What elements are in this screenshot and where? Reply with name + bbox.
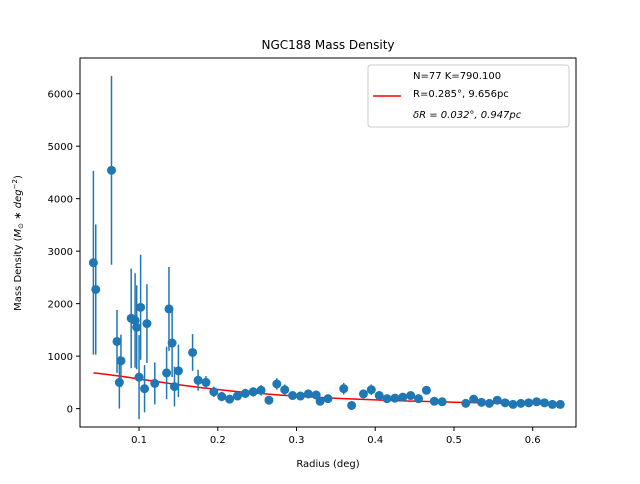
legend: N=77 K=790.100 R=0.285°, 9.656pc δR = 0.…	[367, 64, 570, 128]
x-tick-label: 0.6	[525, 435, 541, 446]
data-point	[484, 398, 494, 408]
data-point	[429, 396, 439, 406]
data-point	[106, 165, 116, 175]
data-point	[232, 391, 242, 401]
data-point	[264, 395, 274, 405]
data-point	[315, 396, 325, 406]
data-point	[516, 398, 526, 408]
data-point	[358, 389, 368, 399]
data-points-layer	[88, 75, 565, 420]
data-point	[164, 304, 174, 314]
x-axis: 0.1 0.2 0.3 0.4 0.5 0.6	[131, 427, 541, 446]
data-point	[272, 379, 282, 389]
data-point	[116, 356, 126, 366]
y-axis: 0 1000 2000 3000 4000 5000 6000	[48, 90, 80, 416]
y-tick-label: 3000	[48, 247, 73, 258]
legend-entry-radius-error: δR = 0.032°, 0.947pc	[413, 110, 522, 121]
data-point	[217, 392, 227, 402]
data-point	[280, 385, 290, 395]
data-point	[469, 394, 479, 404]
data-point	[134, 372, 144, 382]
data-point	[201, 377, 211, 387]
data-point	[248, 387, 258, 397]
data-point	[150, 378, 160, 388]
data-point	[398, 392, 408, 402]
y-tick-label: 0	[67, 405, 73, 416]
data-point	[547, 399, 557, 409]
data-point	[374, 391, 384, 401]
data-point	[540, 398, 550, 408]
data-point	[477, 397, 487, 407]
data-point	[532, 397, 542, 407]
data-point	[421, 385, 431, 395]
data-point	[132, 322, 142, 332]
data-point	[437, 397, 447, 407]
data-point	[382, 394, 392, 404]
y-tick-label: 4000	[48, 195, 73, 206]
data-point	[140, 384, 150, 394]
data-point	[414, 394, 424, 404]
data-point	[130, 315, 140, 325]
data-point	[88, 258, 98, 268]
data-point	[295, 391, 305, 401]
y-axis-label: Mass Density (M⊙ ∗ deg−2)	[11, 175, 25, 311]
plot-frame	[79, 57, 577, 428]
data-point	[555, 399, 565, 409]
data-point	[136, 302, 146, 312]
data-point	[500, 398, 510, 408]
legend-entry-counts: N=77 K=790.100	[413, 71, 501, 82]
data-point	[406, 391, 416, 401]
x-tick-label: 0.2	[210, 435, 226, 446]
data-point	[461, 398, 471, 408]
x-tick-label: 0.5	[446, 435, 462, 446]
data-point	[225, 394, 235, 404]
data-point	[193, 375, 203, 385]
data-point	[524, 398, 534, 408]
x-tick-label: 0.1	[131, 435, 147, 446]
data-point	[173, 366, 183, 376]
y-tick-label: 2000	[48, 300, 73, 311]
data-point	[142, 319, 152, 329]
y-tick-label: 6000	[48, 90, 73, 101]
chart-title: NGC188 Mass Density	[261, 38, 394, 52]
y-tick-label: 1000	[48, 352, 73, 363]
data-point	[288, 391, 298, 401]
data-point	[209, 387, 219, 397]
data-point	[169, 382, 179, 392]
x-tick-label: 0.4	[367, 435, 383, 446]
legend-box	[367, 64, 570, 128]
data-point	[508, 399, 518, 409]
data-point	[162, 368, 172, 378]
data-point	[188, 347, 198, 357]
data-point	[114, 377, 124, 387]
x-axis-label: Radius (deg)	[296, 459, 359, 470]
data-point	[112, 336, 122, 346]
data-point	[240, 388, 250, 398]
data-point	[167, 338, 177, 348]
data-point	[492, 395, 502, 405]
data-point	[366, 385, 376, 395]
data-point	[303, 389, 313, 399]
legend-entry-radius: R=0.285°, 9.656pc	[413, 89, 509, 100]
data-point	[390, 393, 400, 403]
data-point	[91, 284, 101, 294]
x-tick-label: 0.3	[289, 435, 305, 446]
data-point	[347, 400, 357, 410]
y-tick-label: 5000	[48, 142, 73, 153]
data-point	[323, 394, 333, 404]
data-point	[256, 385, 266, 395]
data-point	[339, 384, 349, 394]
